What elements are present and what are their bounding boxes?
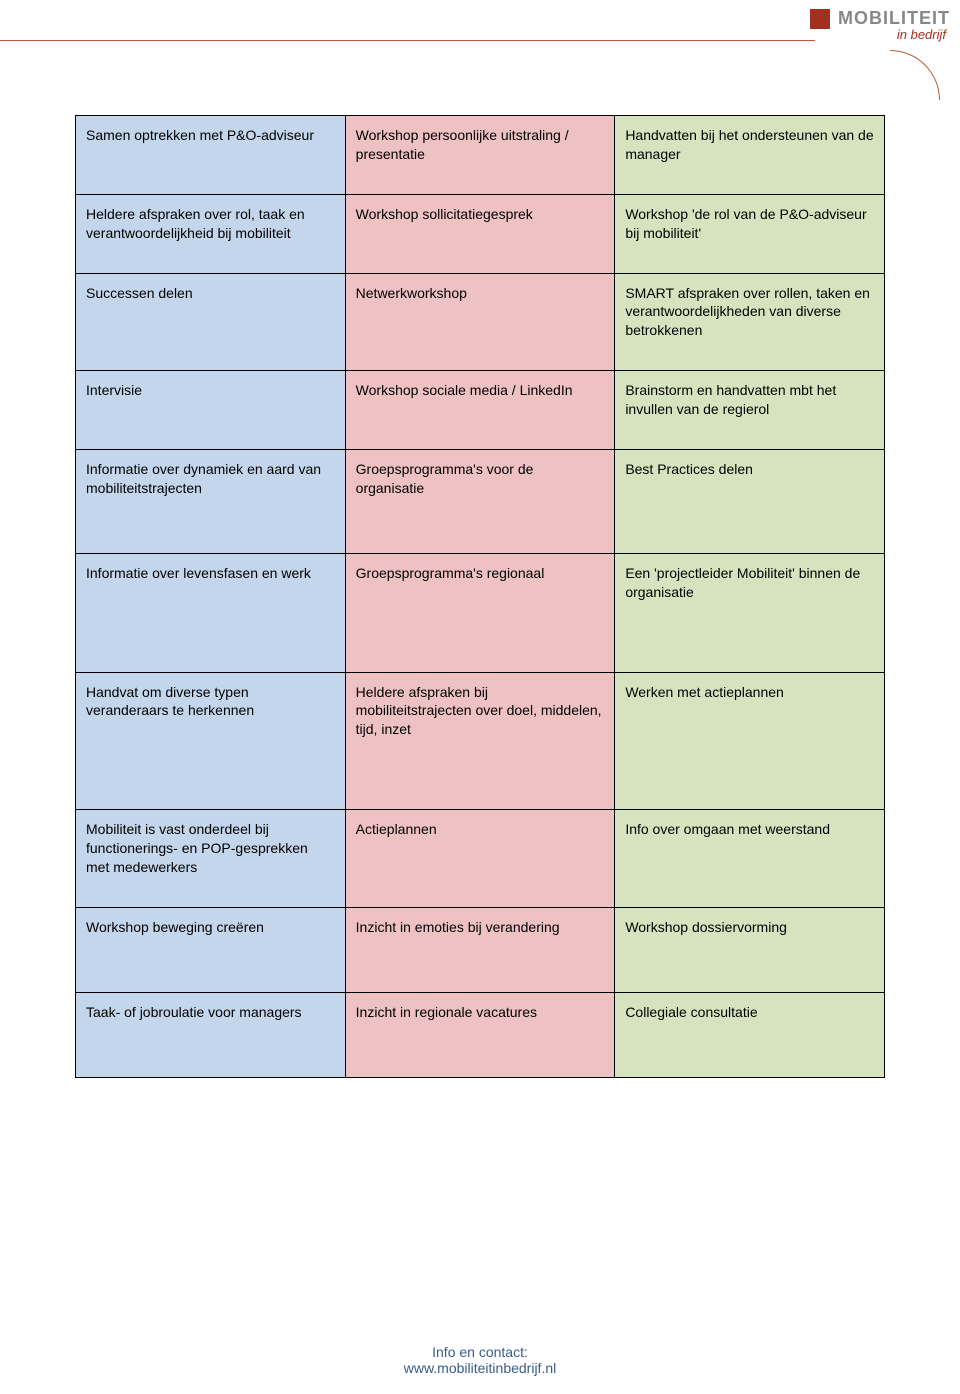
logo-main-text: MOBILITEIT	[838, 8, 950, 29]
table-cell: Workshop 'de rol van de P&O-adviseur bij…	[615, 194, 885, 273]
table-row: Workshop beweging creërenInzicht in emot…	[76, 907, 885, 992]
table-cell: Successen delen	[76, 273, 346, 371]
table-cell: Workshop beweging creëren	[76, 907, 346, 992]
table-row: Taak- of jobroulatie voor managersInzich…	[76, 992, 885, 1077]
table-cell: Brainstorm en handvatten mbt het invulle…	[615, 371, 885, 450]
table-row: Successen delenNetwerkworkshopSMART afsp…	[76, 273, 885, 371]
footer: Info en contact: www.mobiliteitinbedrijf…	[0, 1344, 960, 1376]
footer-url: www.mobiliteitinbedrijf.nl	[0, 1360, 960, 1376]
table-cell: Handvat om diverse typen veranderaars te…	[76, 672, 346, 810]
table-cell: Groepsprogramma's regionaal	[345, 553, 615, 672]
table-cell: Informatie over levensfasen en werk	[76, 553, 346, 672]
table-cell: Handvatten bij het ondersteunen van de m…	[615, 116, 885, 195]
table-cell: Workshop dossiervorming	[615, 907, 885, 992]
table-cell: Workshop sollicitatiegesprek	[345, 194, 615, 273]
table-cell: Werken met actieplannen	[615, 672, 885, 810]
logo-sub-text: in bedrijf	[810, 27, 950, 42]
table-cell: Inzicht in emoties bij verandering	[345, 907, 615, 992]
table-cell: Groepsprogramma's voor de organisatie	[345, 450, 615, 554]
table-row: Mobiliteit is vast onderdeel bij functio…	[76, 810, 885, 908]
table-row: Heldere afspraken over rol, taak en vera…	[76, 194, 885, 273]
corner-ornament	[890, 50, 940, 100]
table-row: IntervisieWorkshop sociale media / Linke…	[76, 371, 885, 450]
table-row: Informatie over dynamiek en aard van mob…	[76, 450, 885, 554]
table-row: Informatie over levensfasen en werkGroep…	[76, 553, 885, 672]
header-rule	[0, 40, 815, 41]
table-cell: Collegiale consultatie	[615, 992, 885, 1077]
footer-info-label: Info en contact:	[0, 1344, 960, 1360]
table-cell: SMART afspraken over rollen, taken en ve…	[615, 273, 885, 371]
table-cell: Actieplannen	[345, 810, 615, 908]
main-content: Samen optrekken met P&O-adviseurWorkshop…	[75, 115, 885, 1078]
table-cell: Heldere afspraken over rol, taak en vera…	[76, 194, 346, 273]
table-cell: Workshop persoonlijke uitstraling / pres…	[345, 116, 615, 195]
table-cell: Workshop sociale media / LinkedIn	[345, 371, 615, 450]
table-cell: Netwerkworkshop	[345, 273, 615, 371]
table-cell: Een 'projectleider Mobiliteit' binnen de…	[615, 553, 885, 672]
table-cell: Inzicht in regionale vacatures	[345, 992, 615, 1077]
table-cell: Informatie over dynamiek en aard van mob…	[76, 450, 346, 554]
table-cell: Taak- of jobroulatie voor managers	[76, 992, 346, 1077]
table-cell: Samen optrekken met P&O-adviseur	[76, 116, 346, 195]
mobility-table: Samen optrekken met P&O-adviseurWorkshop…	[75, 115, 885, 1078]
table-cell: Best Practices delen	[615, 450, 885, 554]
table-row: Samen optrekken met P&O-adviseurWorkshop…	[76, 116, 885, 195]
table-cell: Intervisie	[76, 371, 346, 450]
table-cell: Info over omgaan met weerstand	[615, 810, 885, 908]
logo-square-icon	[810, 9, 830, 29]
table-cell: Heldere afspraken bij mobiliteitstraject…	[345, 672, 615, 810]
table-row: Handvat om diverse typen veranderaars te…	[76, 672, 885, 810]
table-cell: Mobiliteit is vast onderdeel bij functio…	[76, 810, 346, 908]
logo: MOBILITEIT in bedrijf	[810, 8, 950, 42]
